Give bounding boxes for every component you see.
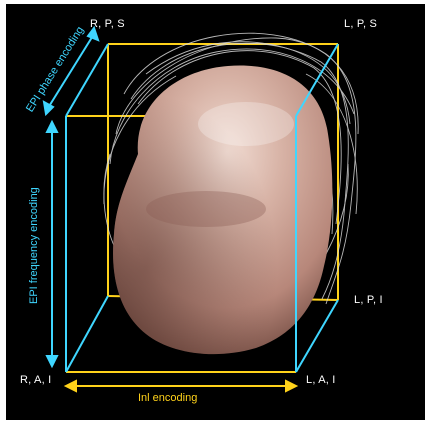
- corner-label-bottom-right: L, A, I: [306, 374, 336, 386]
- corner-label-top-left: R, P, S: [90, 18, 125, 30]
- inplane-arrow: [66, 381, 296, 391]
- figure-frame: R, P, S L, P, S L, P, I R, A, I L, A, I …: [6, 4, 425, 420]
- head-highlight: [198, 102, 294, 146]
- corner-label-bottom-left: R, A, I: [20, 374, 51, 386]
- frequency-encoding-label: EPI frequency encoding: [28, 187, 40, 304]
- head-render-scene: [6, 4, 425, 420]
- corner-label-top-right: L, P, S: [344, 18, 377, 30]
- inplane-encoding-label: Inl encoding: [138, 392, 197, 404]
- brow-shadow: [146, 191, 266, 227]
- frequency-arrow: [47, 122, 57, 366]
- corner-label-mid-right: L, P, I: [354, 294, 383, 306]
